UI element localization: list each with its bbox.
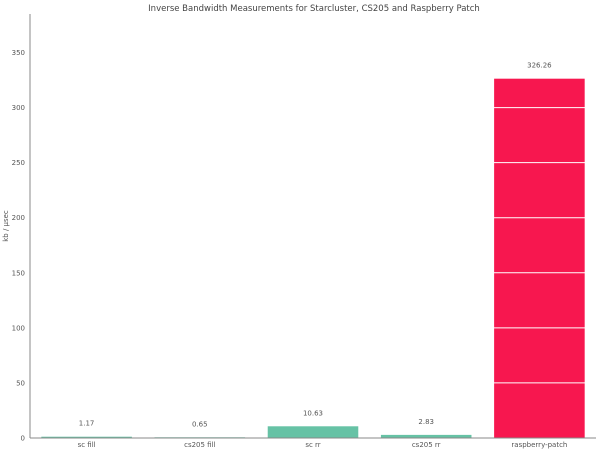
x-tick-label: cs205 fill [184,441,215,449]
y-tick-label: 350 [12,49,25,57]
x-tick-label: sc rr [305,441,320,449]
y-tick-label: 150 [12,269,25,277]
plot-area: 0 50 100 150 200 250 300 350 sc fill cs205 fill sc… [12,14,596,449]
y-tick-label: 250 [12,159,25,167]
bar-raspberry-patch [494,78,585,439]
bar-sc-fill [41,436,132,438]
data-label: 10.63 [303,409,323,417]
y-tick-label: 200 [12,214,25,222]
y-tick-label: 50 [16,379,25,387]
x-tick-label: cs205 rr [412,441,441,449]
bar-cs205-rr [380,434,472,438]
y-tick-label: 300 [12,104,25,112]
data-label: 0.65 [192,420,208,428]
y-axis-label: kb / μsec [2,210,10,242]
data-label: 1.17 [79,420,95,428]
y-tick-label: 0 [21,435,25,443]
x-tick-label: raspberry-patch [511,441,567,449]
data-label: 326.26 [527,62,552,70]
bar-sc-rr [267,426,359,438]
x-tick-label: sc fill [78,441,96,449]
data-label: 2.83 [418,418,434,426]
chart-title: Inverse Bandwidth Measurements for Starc… [148,4,480,14]
y-tick-label: 100 [12,324,25,332]
